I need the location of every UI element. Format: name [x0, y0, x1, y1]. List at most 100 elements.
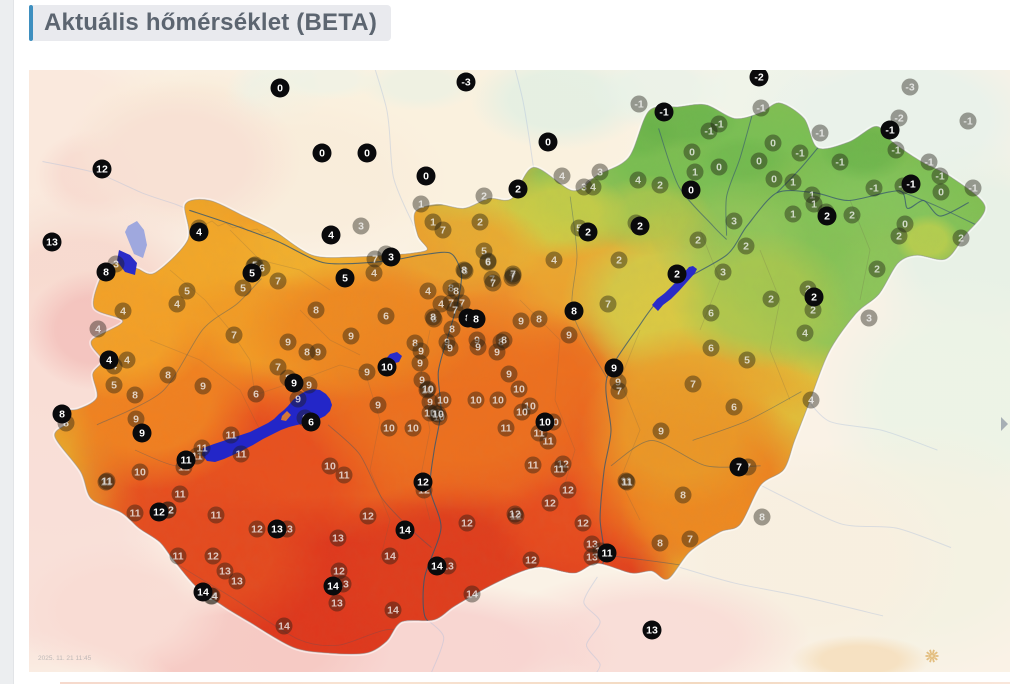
svg-text:10: 10 — [134, 467, 146, 479]
svg-text:2: 2 — [896, 231, 902, 243]
svg-text:6: 6 — [308, 417, 314, 429]
svg-text:9: 9 — [418, 346, 424, 358]
svg-text:9: 9 — [447, 343, 453, 355]
svg-text:2025. 11. 21 11:45: 2025. 11. 21 11:45 — [38, 655, 92, 662]
svg-text:4: 4 — [371, 268, 377, 280]
svg-text:9: 9 — [494, 347, 500, 359]
svg-text:4: 4 — [196, 227, 202, 239]
svg-text:9: 9 — [375, 400, 381, 412]
svg-text:9: 9 — [475, 342, 481, 354]
svg-text:6: 6 — [708, 308, 714, 320]
svg-text:-1: -1 — [924, 157, 933, 169]
svg-text:9: 9 — [291, 378, 297, 390]
svg-text:1: 1 — [811, 199, 817, 211]
svg-text:4: 4 — [438, 299, 444, 311]
svg-text:12: 12 — [251, 524, 263, 536]
svg-text:12: 12 — [417, 477, 429, 489]
svg-text:7: 7 — [448, 298, 454, 310]
svg-text:7: 7 — [372, 254, 378, 266]
svg-text:-1: -1 — [963, 116, 972, 128]
svg-text:13: 13 — [337, 579, 349, 591]
svg-text:9: 9 — [200, 381, 206, 393]
svg-text:13: 13 — [646, 625, 658, 637]
svg-text:12: 12 — [557, 459, 569, 471]
svg-text:0: 0 — [319, 148, 325, 160]
svg-text:14: 14 — [431, 561, 443, 573]
svg-text:3: 3 — [113, 259, 119, 271]
svg-text:14: 14 — [387, 605, 399, 617]
svg-text:11: 11 — [100, 477, 111, 489]
svg-text:0: 0 — [423, 171, 429, 183]
svg-text:13: 13 — [331, 598, 343, 610]
svg-text:10: 10 — [432, 409, 444, 421]
svg-text:7: 7 — [687, 534, 693, 546]
svg-text:-1: -1 — [756, 103, 765, 115]
svg-text:-1: -1 — [935, 171, 944, 183]
svg-text:0: 0 — [689, 147, 695, 159]
svg-text:8: 8 — [313, 305, 319, 317]
svg-text:13: 13 — [271, 524, 283, 536]
svg-text:14: 14 — [384, 551, 396, 563]
svg-text:-1: -1 — [906, 179, 915, 191]
svg-text:12: 12 — [509, 509, 521, 521]
svg-text:4: 4 — [425, 286, 431, 298]
svg-text:7: 7 — [440, 225, 446, 237]
svg-text:9: 9 — [658, 426, 664, 438]
svg-text:11: 11 — [533, 428, 544, 440]
svg-text:4: 4 — [808, 395, 814, 407]
svg-text:-3: -3 — [905, 82, 914, 94]
svg-text:4: 4 — [551, 255, 557, 267]
svg-text:2: 2 — [768, 294, 774, 306]
svg-text:2: 2 — [585, 227, 591, 239]
svg-text:13: 13 — [281, 524, 293, 536]
svg-text:11: 11 — [225, 430, 236, 442]
svg-text:8: 8 — [759, 512, 765, 524]
svg-text:5: 5 — [744, 355, 750, 367]
svg-text:7: 7 — [459, 298, 465, 310]
svg-text:8: 8 — [462, 266, 468, 278]
svg-text:4: 4 — [174, 299, 180, 311]
svg-text:6: 6 — [731, 402, 737, 414]
svg-text:12: 12 — [525, 555, 537, 567]
svg-text:13: 13 — [231, 576, 243, 588]
svg-text:9: 9 — [506, 369, 512, 381]
svg-text:2: 2 — [695, 235, 701, 247]
svg-text:8: 8 — [412, 338, 418, 350]
svg-text:9: 9 — [419, 375, 425, 387]
svg-text:8: 8 — [453, 286, 459, 298]
svg-text:-1: -1 — [634, 99, 643, 111]
svg-text:1: 1 — [430, 217, 436, 229]
svg-text:3: 3 — [358, 221, 364, 233]
svg-text:11: 11 — [542, 436, 553, 448]
svg-text:8: 8 — [59, 409, 65, 421]
svg-text:11: 11 — [621, 477, 632, 489]
svg-text:-1: -1 — [885, 125, 894, 137]
svg-text:-1: -1 — [835, 157, 844, 169]
svg-text:6: 6 — [259, 263, 265, 275]
svg-text:0: 0 — [902, 219, 908, 231]
svg-text:13: 13 — [219, 566, 231, 578]
svg-text:12: 12 — [96, 164, 108, 176]
svg-text:10: 10 — [433, 412, 445, 424]
svg-text:8: 8 — [536, 314, 542, 326]
svg-text:-1: -1 — [704, 126, 713, 138]
svg-text:4: 4 — [124, 355, 130, 367]
svg-text:8: 8 — [449, 324, 455, 336]
svg-text:5: 5 — [240, 283, 246, 295]
svg-text:11: 11 — [553, 464, 564, 476]
svg-text:9: 9 — [133, 414, 139, 426]
svg-text:8: 8 — [304, 347, 310, 359]
svg-text:5: 5 — [249, 268, 255, 280]
svg-text:2: 2 — [874, 264, 880, 276]
svg-text:7: 7 — [490, 278, 496, 290]
svg-text:10: 10 — [470, 395, 482, 407]
svg-text:3: 3 — [720, 267, 726, 279]
svg-text:7: 7 — [510, 269, 516, 281]
svg-text:10: 10 — [383, 423, 395, 435]
svg-text:-1: -1 — [869, 183, 878, 195]
svg-text:4: 4 — [635, 175, 641, 187]
svg-text:-1: -1 — [891, 145, 900, 157]
svg-text:12: 12 — [362, 511, 374, 523]
svg-text:1: 1 — [790, 177, 796, 189]
svg-text:8: 8 — [448, 283, 454, 295]
